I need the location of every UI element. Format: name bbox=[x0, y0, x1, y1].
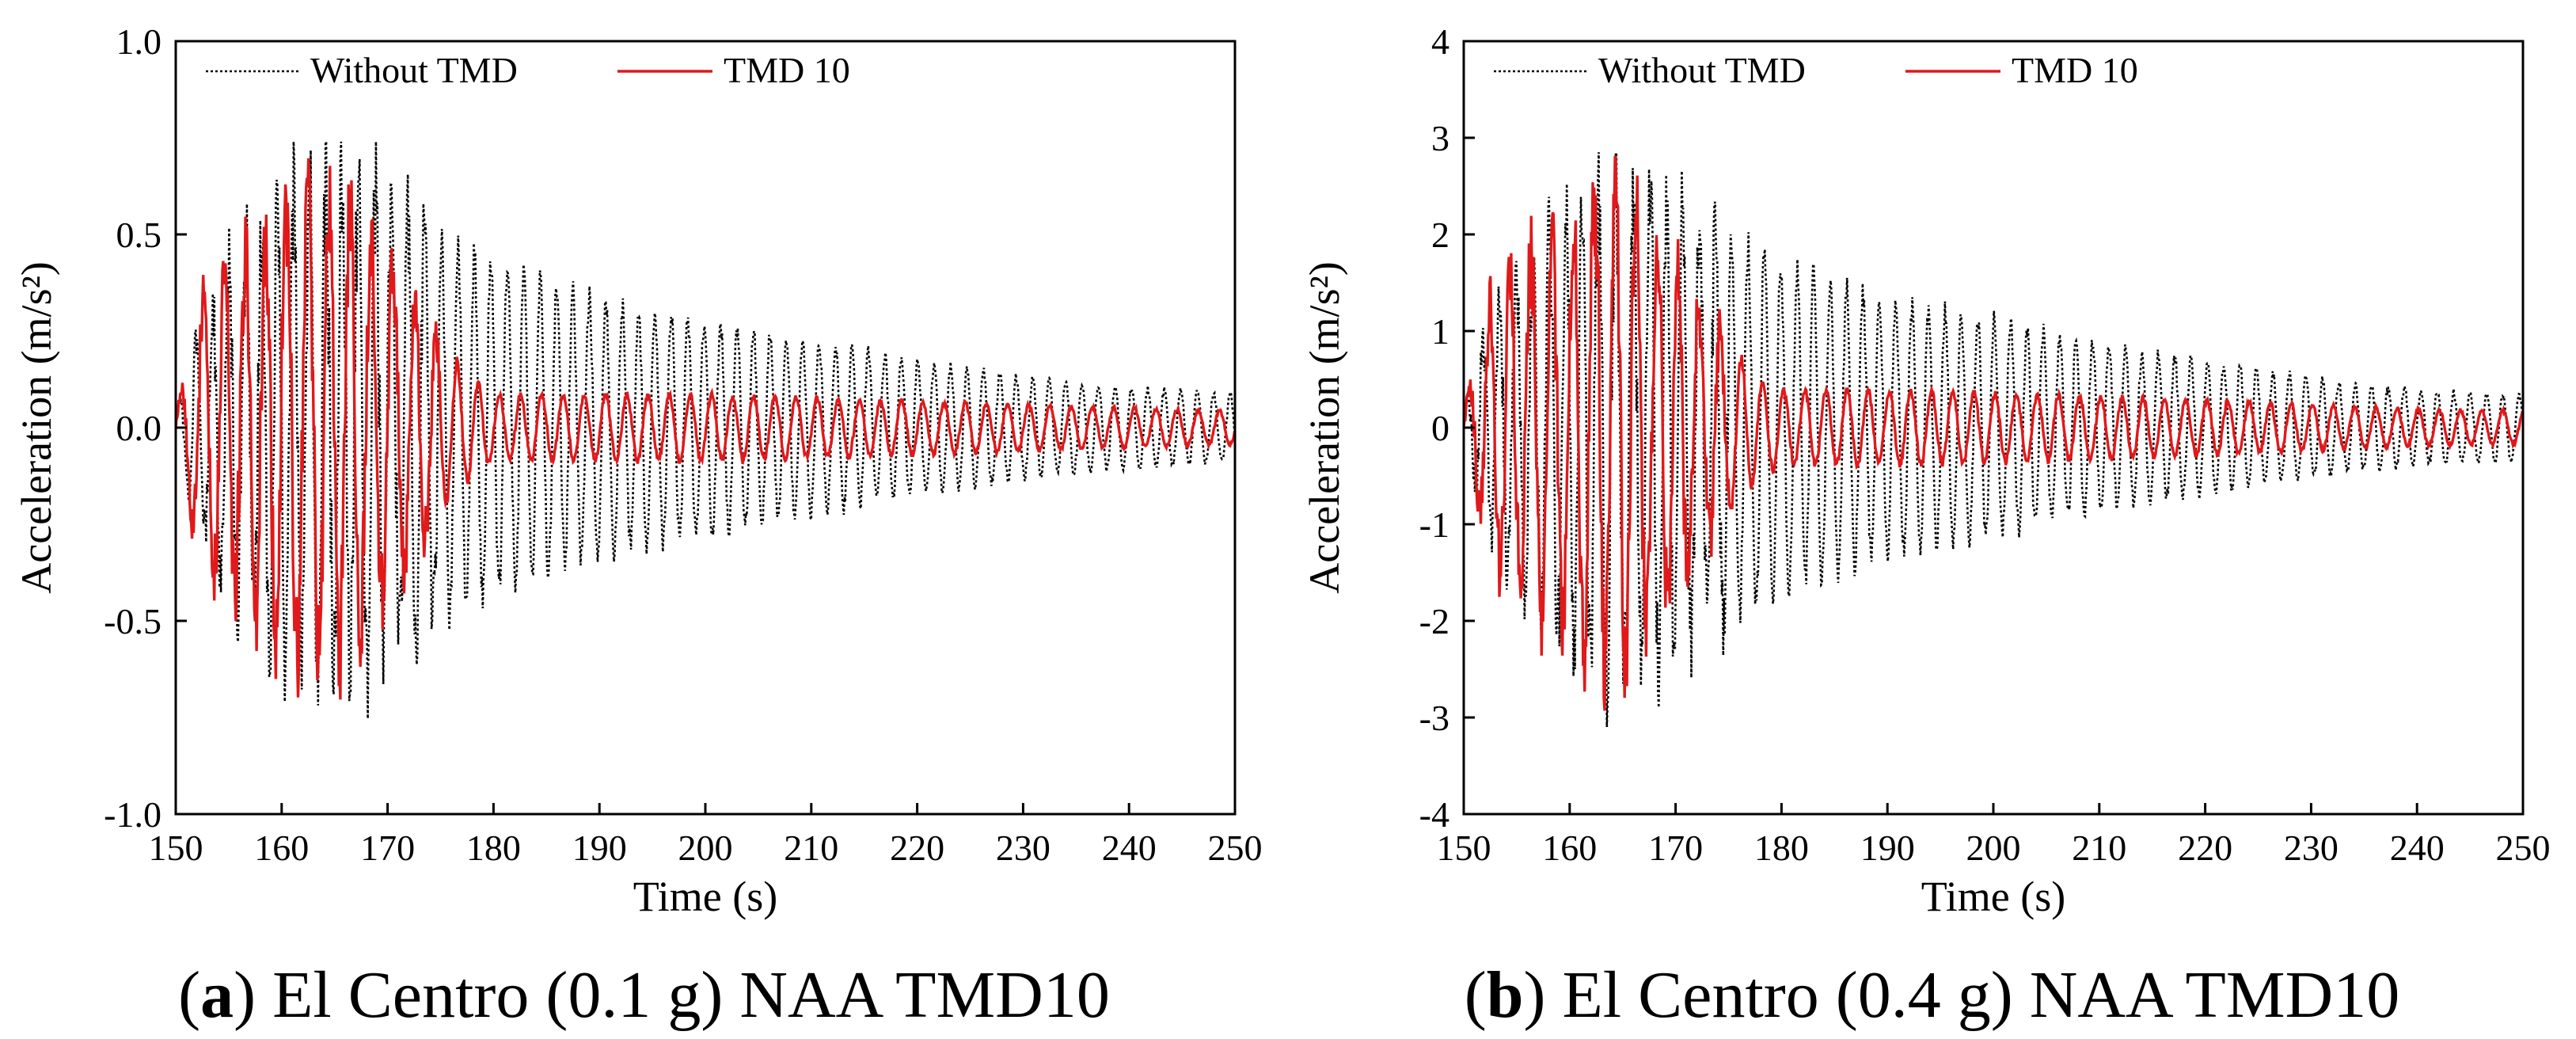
y-tick-label: 2 bbox=[1431, 215, 1449, 255]
y-tick-label: -3 bbox=[1419, 698, 1449, 738]
series-line-tmd-10 bbox=[176, 158, 1235, 700]
x-tick-label: 240 bbox=[2390, 828, 2445, 868]
panel-a-letter: a bbox=[200, 958, 234, 1032]
x-tick-label: 150 bbox=[1437, 828, 1491, 868]
x-tick-label: 200 bbox=[678, 828, 733, 868]
legend-label-without-tmd: Without TMD bbox=[1598, 50, 1806, 90]
y-tick-label: 1.0 bbox=[116, 21, 162, 62]
series-line-without-tmd bbox=[1464, 151, 2523, 728]
x-tick-label: 190 bbox=[1860, 828, 1915, 868]
x-tick-label: 210 bbox=[2072, 828, 2126, 868]
legend-label-tmd-10: TMD 10 bbox=[724, 50, 850, 90]
y-tick-label: -0.5 bbox=[104, 601, 161, 641]
x-tick-label: 220 bbox=[890, 828, 944, 868]
x-tick-label: 160 bbox=[254, 828, 309, 868]
x-tick-label: 170 bbox=[1648, 828, 1703, 868]
panel-a-chart: 150 160 170 180 190 200 210 220 230 240 250 -1.0 -0.… bbox=[13, 21, 1263, 920]
y-axis-label: Acceleration (m/s²) bbox=[1301, 261, 1348, 594]
legend-label-tmd-10: TMD 10 bbox=[2012, 50, 2138, 90]
panel-a-caption-text: El Centro (0.1 g) NAA TMD10 bbox=[272, 958, 1110, 1032]
y-tick-label: -2 bbox=[1419, 601, 1449, 641]
x-tick-label: 230 bbox=[996, 828, 1051, 868]
x-tick-label: 210 bbox=[784, 828, 838, 868]
x-tick-label: 250 bbox=[2496, 828, 2551, 868]
x-tick-label: 160 bbox=[1542, 828, 1597, 868]
panel-b-chart: 150 160 170 180 190 200 210 220 230 240 250-4-3-2-… bbox=[1301, 21, 2551, 920]
x-axis-label: Time (s) bbox=[633, 873, 778, 920]
y-tick-label: 4 bbox=[1431, 21, 1449, 62]
panel-b-letter: b bbox=[1486, 958, 1524, 1032]
y-tick-label: 0 bbox=[1431, 408, 1449, 448]
panel-a-caption: (a) El Centro (0.1 g) NAA TMD10 bbox=[178, 958, 1110, 1032]
x-tick-label: 230 bbox=[2284, 828, 2339, 868]
x-axis-label: Time (s) bbox=[1921, 873, 2066, 920]
legend-label-without-tmd: Without TMD bbox=[310, 50, 518, 90]
y-tick-label: 0.5 bbox=[116, 215, 162, 255]
x-tick-label: 180 bbox=[1754, 828, 1809, 868]
x-tick-label: 240 bbox=[1102, 828, 1157, 868]
x-tick-label: 250 bbox=[1208, 828, 1263, 868]
x-tick-label: 180 bbox=[466, 828, 521, 868]
y-axis-label: Acceleration (m/s²) bbox=[13, 261, 60, 594]
y-tick-label: 3 bbox=[1431, 118, 1449, 158]
y-tick-label: -1 bbox=[1419, 504, 1449, 545]
x-tick-label: 150 bbox=[149, 828, 203, 868]
y-tick-label: 0.0 bbox=[116, 408, 162, 448]
plot-frame bbox=[1462, 40, 2525, 816]
x-tick-label: 190 bbox=[572, 828, 627, 868]
series-line-tmd-10 bbox=[1464, 155, 2523, 711]
series-line-without-tmd bbox=[176, 140, 1235, 719]
panel-b-caption-text: El Centro (0.4 g) NAA TMD10 bbox=[1562, 958, 2400, 1032]
y-tick-label: -4 bbox=[1419, 794, 1449, 835]
x-tick-label: 200 bbox=[1966, 828, 2021, 868]
x-tick-label: 220 bbox=[2178, 828, 2232, 868]
x-tick-label: 170 bbox=[360, 828, 415, 868]
panel-b-caption: (b) El Centro (0.4 g) NAA TMD10 bbox=[1464, 958, 2400, 1032]
y-tick-label: -1.0 bbox=[104, 794, 161, 835]
y-tick-label: 1 bbox=[1431, 311, 1449, 352]
